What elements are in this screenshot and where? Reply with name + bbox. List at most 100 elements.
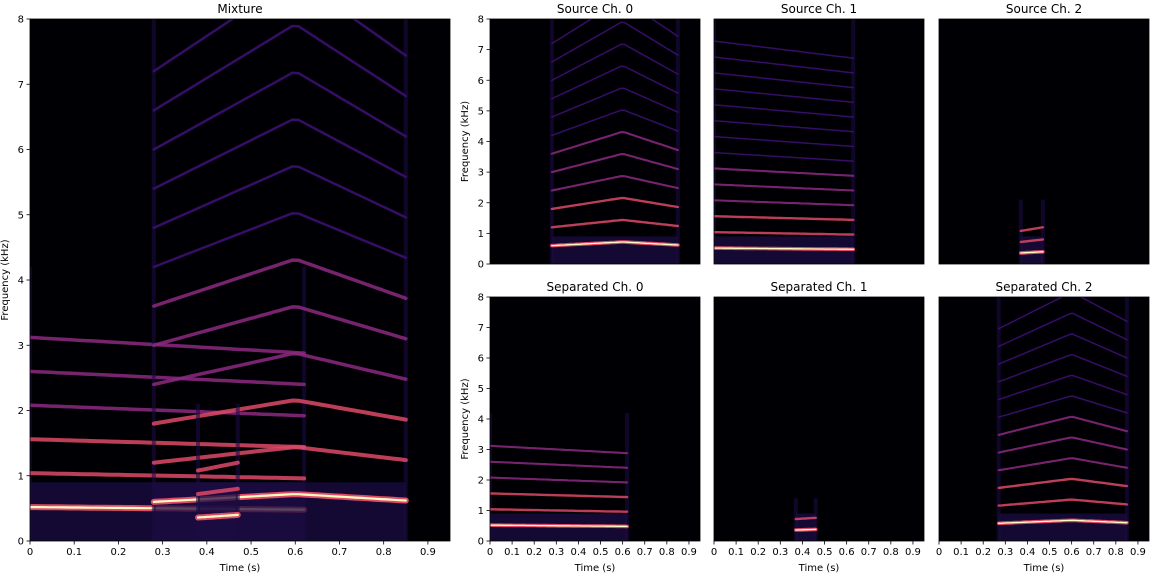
x-tick-label: 0.5 [1042, 547, 1058, 558]
spectrogram-image [30, 19, 409, 541]
harmonic-line [490, 508, 629, 513]
harmonic-line [490, 476, 629, 484]
x-tick-label: 0.2 [526, 547, 542, 558]
y-tick-label: 6 [478, 76, 484, 87]
harmonic-line [714, 183, 855, 192]
harmonic-line [30, 335, 306, 355]
x-tick-label: 0.8 [659, 547, 675, 558]
harmonic-line [551, 65, 679, 100]
plot-background [30, 19, 450, 541]
x-tick-label: 0.9 [905, 547, 921, 558]
harmonic-line [152, 71, 408, 151]
onset-streak [996, 297, 1001, 541]
x-tick-label: 0.4 [199, 547, 215, 558]
harmonic-line [714, 151, 855, 162]
harmonic-line [196, 486, 240, 496]
harmonic-line [550, 218, 680, 229]
y-tick-label: 8 [478, 293, 484, 304]
x-tick-label: 0.8 [376, 547, 392, 558]
onset-streak [851, 19, 856, 264]
x-tick-label: 0.6 [287, 547, 303, 558]
spectrogram-image [996, 297, 1129, 541]
harmonic-line [490, 444, 629, 455]
x-tick-label: 0.6 [1064, 547, 1080, 558]
x-tick-label: 0.7 [1086, 547, 1102, 558]
x-tick-label: 0.5 [243, 547, 259, 558]
x-tick-label: 0.7 [332, 547, 348, 558]
harmonic-line [997, 312, 1128, 348]
noise-band [551, 236, 678, 264]
panel-title: Mixture [217, 2, 262, 16]
x-tick-label: 0.3 [155, 547, 171, 558]
axes-frame [713, 296, 925, 542]
spectrogram-image [793, 498, 818, 541]
harmonic-line [551, 19, 679, 45]
harmonic-line [714, 215, 855, 222]
y-tick-label: 4 [18, 276, 24, 287]
y-tick-label: 2 [478, 476, 484, 487]
y-axis-label: Frequency (kHz) [460, 101, 471, 182]
x-tick-label: 0.2 [975, 547, 991, 558]
x-tick-label: 0.7 [861, 547, 877, 558]
harmonic-line [794, 516, 817, 521]
harmonic-line [714, 199, 855, 207]
x-tick-label: 0.1 [504, 547, 520, 558]
noise-band [1020, 236, 1043, 264]
harmonic-line [152, 118, 408, 190]
plot-background [490, 297, 700, 541]
y-tick-label: 0 [478, 537, 484, 548]
x-tick-label: 0.8 [1108, 547, 1124, 558]
harmonic-line [30, 437, 307, 449]
x-tick-label: 0 [487, 547, 493, 558]
harmonic-line [30, 471, 307, 481]
harmonic-line [152, 305, 408, 348]
noise-band [795, 513, 816, 541]
harmonic-line [997, 333, 1128, 365]
x-tick-label: 0.1 [728, 547, 744, 558]
y-tick-label: 3 [478, 445, 484, 456]
x-axis-label: Time (s) [574, 563, 616, 574]
x-tick-label: 0.6 [615, 547, 631, 558]
fundamental-core [490, 524, 628, 528]
y-tick-label: 8 [478, 15, 484, 26]
x-tick-label: 0.3 [997, 547, 1013, 558]
y-axis-label: Frequency (kHz) [460, 378, 471, 459]
onset-streak [151, 19, 156, 541]
y-tick-label: 5 [18, 210, 24, 221]
plot-background [714, 19, 924, 264]
y-tick-label: 4 [478, 137, 484, 148]
panel-separated-1: Separated Ch. 1 0 0.1 0.2 0.3 0.4 0.5 0.6 0.7 0.… [711, 280, 925, 574]
onset-streak [302, 266, 307, 541]
y-tick-label: 5 [478, 106, 484, 117]
onset-streak [675, 19, 680, 264]
x-tick-label: 0.6 [839, 547, 855, 558]
panel-title: Separated Ch. 1 [770, 280, 867, 294]
harmonic-line [997, 498, 1129, 507]
y-tick-label: 5 [478, 384, 484, 395]
harmonic-line [152, 258, 408, 308]
y-tick-label: 6 [18, 145, 24, 156]
y-tick-label: 8 [18, 15, 24, 26]
harmonic-line [714, 72, 855, 89]
spectrogram-image [1018, 199, 1045, 264]
harmonic-line [151, 398, 408, 426]
harmonic-line [714, 88, 855, 104]
onset-streak [714, 19, 716, 264]
panel-title: Source Ch. 2 [1006, 2, 1082, 16]
harmonic-line [551, 21, 679, 63]
harmonic-line [152, 212, 408, 269]
spectrogram-image [490, 412, 630, 541]
y-tick-label: 7 [18, 80, 24, 91]
fundamental-core [196, 513, 239, 519]
harmonic-line [550, 131, 679, 155]
panel-source-0: Source Ch. 0 0 1 2 3 4 5 6 7 8 Frequency (kHz) [460, 2, 701, 271]
noise-band [153, 482, 406, 541]
fundamental-core [551, 241, 679, 247]
harmonic-line [550, 175, 679, 192]
harmonic-line [997, 436, 1128, 454]
x-tick-label: 0.9 [1130, 547, 1146, 558]
harmonic-line [714, 40, 855, 59]
harmonic-line [1019, 226, 1045, 233]
harmonic-line [714, 56, 855, 74]
